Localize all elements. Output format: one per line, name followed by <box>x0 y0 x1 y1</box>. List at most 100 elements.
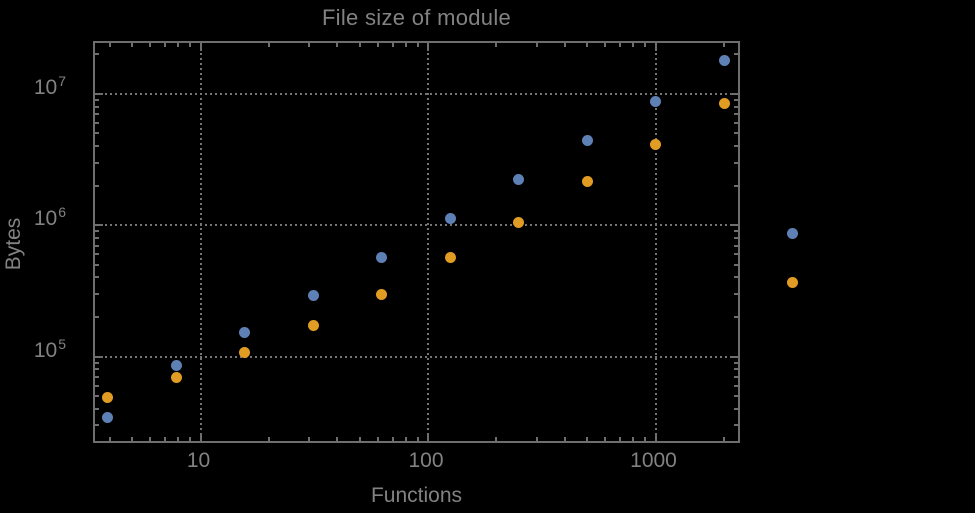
minor-tick-right <box>734 292 738 295</box>
minor-tick-top <box>416 43 419 47</box>
minor-tick-top <box>644 43 647 47</box>
minor-tick-left <box>95 253 99 256</box>
minor-tick-right <box>734 395 738 398</box>
minor-tick-top <box>404 43 407 47</box>
minor-tick-right <box>734 368 738 371</box>
minor-tick-right <box>734 230 738 233</box>
y-tick-label-1e5: 105 <box>33 335 66 362</box>
minor-tick-top <box>308 43 311 47</box>
minor-tick-top <box>177 43 180 47</box>
minor-tick-bottom <box>164 437 167 441</box>
minor-tick-bottom <box>391 437 394 441</box>
gridline-y-1e5 <box>95 355 738 358</box>
major-tick-bottom <box>654 433 657 441</box>
minor-tick-left <box>95 184 99 187</box>
minor-tick-top <box>722 43 725 47</box>
minor-tick-bottom <box>358 437 361 441</box>
minor-tick-right <box>734 315 738 318</box>
minor-tick-right <box>734 98 738 101</box>
x-tick-label-10: 10 <box>186 449 211 472</box>
minor-tick-left <box>95 384 99 387</box>
minor-tick-bottom <box>267 437 270 441</box>
minor-tick-bottom <box>404 437 407 441</box>
minor-tick-left <box>95 424 99 427</box>
minor-tick-bottom <box>149 437 152 441</box>
minor-tick-left <box>95 407 99 410</box>
x-tick-label-100: 100 <box>408 449 444 472</box>
minor-tick-top <box>189 43 192 47</box>
gridline-y-1e7 <box>95 92 738 95</box>
gridline-x-100 <box>427 43 429 441</box>
major-tick-top <box>427 43 429 51</box>
minor-tick-right <box>734 361 738 364</box>
major-tick-left <box>95 224 103 227</box>
minor-tick-top <box>164 43 167 47</box>
plot-frame <box>93 41 740 443</box>
minor-tick-left <box>95 361 99 364</box>
x-axis-label: Functions <box>370 484 463 507</box>
gridline-x-1000 <box>654 43 657 441</box>
minor-tick-right <box>734 407 738 410</box>
minor-tick-top <box>632 43 635 47</box>
minor-tick-right <box>734 145 738 148</box>
minor-tick-bottom <box>336 437 339 441</box>
minor-tick-left <box>95 132 99 135</box>
minor-tick-top <box>495 43 498 47</box>
minor-tick-bottom <box>108 437 111 441</box>
minor-tick-bottom <box>495 437 498 441</box>
x-tick-label-1000: 1000 <box>630 449 677 472</box>
minor-tick-bottom <box>376 437 379 441</box>
minor-tick-right <box>734 384 738 387</box>
major-tick-bottom <box>427 433 429 441</box>
minor-tick-bottom <box>604 437 607 441</box>
minor-tick-right <box>734 424 738 427</box>
minor-tick-left <box>95 236 99 239</box>
minor-tick-bottom <box>644 437 647 441</box>
minor-tick-bottom <box>535 437 538 441</box>
major-tick-right <box>730 355 738 358</box>
minor-tick-left <box>95 315 99 318</box>
minor-tick-right <box>734 132 738 135</box>
minor-tick-left <box>95 161 99 164</box>
minor-tick-right <box>734 236 738 239</box>
minor-tick-left <box>95 292 99 295</box>
gridline-x-10 <box>199 43 202 441</box>
minor-tick-top <box>391 43 394 47</box>
minor-tick-left <box>95 53 99 56</box>
minor-tick-left <box>95 368 99 371</box>
minor-tick-top <box>267 43 270 47</box>
plot-gridlines-and-ticks <box>95 43 738 441</box>
major-tick-right <box>730 92 738 95</box>
minor-tick-top <box>586 43 589 47</box>
minor-tick-top <box>131 43 134 47</box>
y-axis-label: Bytes <box>2 217 25 271</box>
minor-tick-top <box>358 43 361 47</box>
minor-tick-left <box>95 113 99 116</box>
minor-tick-bottom <box>563 437 566 441</box>
minor-tick-right <box>734 105 738 108</box>
minor-tick-right <box>734 184 738 187</box>
data-point-series-1-blue-x4096 <box>787 228 799 240</box>
minor-tick-bottom <box>586 437 589 441</box>
minor-tick-top <box>563 43 566 47</box>
minor-tick-bottom <box>131 437 134 441</box>
minor-tick-bottom <box>177 437 180 441</box>
minor-tick-bottom <box>308 437 311 441</box>
y-tick-label-1e7: 107 <box>33 72 66 99</box>
minor-tick-top <box>535 43 538 47</box>
minor-tick-left <box>95 230 99 233</box>
minor-tick-bottom <box>619 437 622 441</box>
minor-tick-right <box>734 161 738 164</box>
major-tick-left <box>95 355 103 358</box>
minor-tick-bottom <box>632 437 635 441</box>
major-tick-top <box>654 43 657 51</box>
minor-tick-left <box>95 122 99 125</box>
minor-tick-left <box>95 244 99 247</box>
minor-tick-left <box>95 98 99 101</box>
gridline-y-1e6 <box>95 224 738 227</box>
minor-tick-right <box>734 244 738 247</box>
minor-tick-right <box>734 263 738 266</box>
minor-tick-left <box>95 395 99 398</box>
minor-tick-left <box>95 276 99 279</box>
